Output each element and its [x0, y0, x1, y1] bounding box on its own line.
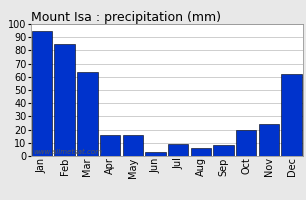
Text: Mount Isa : precipitation (mm): Mount Isa : precipitation (mm) [31, 11, 221, 24]
Bar [259, 124, 279, 156]
Bar [54, 44, 75, 156]
Bar [145, 152, 166, 156]
Text: www.allmetsat.com: www.allmetsat.com [33, 149, 102, 155]
Bar [122, 135, 143, 156]
Bar [77, 72, 98, 156]
Bar [236, 130, 256, 156]
Bar [213, 145, 234, 156]
Bar [168, 144, 188, 156]
Bar [191, 148, 211, 156]
Bar [100, 135, 120, 156]
Bar [282, 74, 302, 156]
Bar [32, 31, 52, 156]
